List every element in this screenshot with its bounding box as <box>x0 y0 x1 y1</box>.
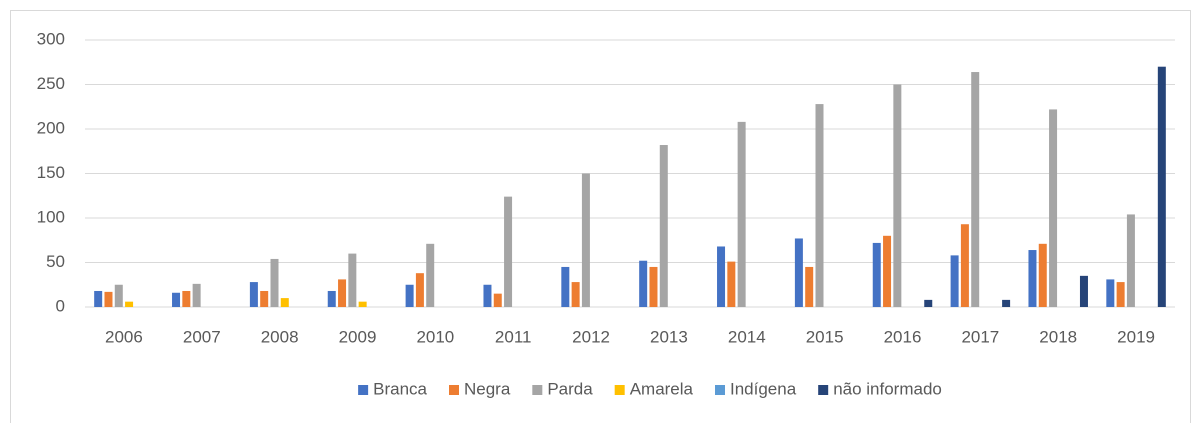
bar <box>794 238 803 307</box>
bar <box>571 282 580 307</box>
bar <box>960 224 969 307</box>
bar <box>1049 109 1058 307</box>
bar <box>493 293 502 307</box>
x-tick-label: 2015 <box>806 327 844 346</box>
x-tick-label: 2016 <box>884 327 922 346</box>
x-tick-label: 2011 <box>495 327 532 346</box>
x-tick-label: 2018 <box>1039 327 1077 346</box>
bar <box>358 301 367 307</box>
bar <box>1106 279 1115 307</box>
y-tick-label: 150 <box>37 163 65 182</box>
x-tick-label: 2007 <box>183 327 221 346</box>
legend-label: Negra <box>464 379 511 398</box>
y-tick-label: 50 <box>46 252 65 271</box>
bar <box>426 243 435 307</box>
legend-swatch <box>715 385 725 395</box>
bar <box>125 301 134 307</box>
x-tick-label: 2019 <box>1117 327 1155 346</box>
bar <box>338 279 347 307</box>
legend-swatch <box>818 385 829 395</box>
y-tick-label: 0 <box>56 296 65 315</box>
bar <box>1116 282 1125 307</box>
y-tick-label: 200 <box>37 118 65 137</box>
bar <box>872 242 881 307</box>
legend-label: Indígena <box>730 379 797 398</box>
x-tick-label: 2014 <box>728 327 766 346</box>
bar <box>649 266 658 307</box>
bar <box>805 266 814 307</box>
x-tick-label: 2008 <box>261 327 299 346</box>
bar <box>883 235 892 307</box>
bar <box>1038 243 1047 307</box>
legend-swatch <box>614 385 625 395</box>
x-tick-label: 2013 <box>650 327 688 346</box>
bar <box>659 145 668 307</box>
x-tick-label: 2010 <box>416 327 454 346</box>
bar <box>950 255 959 307</box>
bar <box>924 299 933 307</box>
x-tick-label: 2009 <box>339 327 377 346</box>
bar <box>260 290 269 307</box>
bar <box>815 104 824 307</box>
y-tick-label: 300 <box>37 29 65 48</box>
x-tick-label: 2006 <box>105 327 143 346</box>
x-tick-label: 2012 <box>572 327 610 346</box>
bar <box>581 173 590 307</box>
bar <box>94 290 103 307</box>
bar <box>270 258 279 307</box>
legend-label: Parda <box>547 379 593 398</box>
bar <box>1079 275 1088 307</box>
bar <box>1157 66 1166 307</box>
bar <box>182 290 191 307</box>
bar <box>561 266 570 307</box>
bar <box>504 196 513 307</box>
bar <box>1002 299 1011 307</box>
bar <box>1028 250 1037 307</box>
bar <box>249 282 258 307</box>
bar <box>348 253 357 307</box>
legend-label: Branca <box>373 379 427 398</box>
legend-swatch <box>358 385 369 395</box>
bar <box>1126 214 1135 307</box>
chart-frame <box>10 10 1191 423</box>
bar <box>737 121 746 307</box>
bar <box>405 284 414 307</box>
bar <box>639 260 648 307</box>
legend-label: não informado <box>833 379 942 398</box>
bar <box>172 292 181 307</box>
bar <box>415 273 424 307</box>
legend-swatch <box>532 385 543 395</box>
bar <box>280 298 289 307</box>
bar <box>104 291 113 307</box>
bar <box>114 284 123 307</box>
x-tick-label: 2017 <box>961 327 999 346</box>
legend-swatch <box>449 385 459 395</box>
bar <box>717 246 726 307</box>
bar <box>893 84 902 307</box>
bar <box>727 261 736 307</box>
y-tick-label: 100 <box>37 207 65 226</box>
bar <box>971 72 980 307</box>
bar <box>192 283 201 307</box>
bar <box>483 284 492 307</box>
y-tick-label: 250 <box>37 74 65 93</box>
bar <box>327 290 336 307</box>
legend-label: Amarela <box>630 379 694 398</box>
